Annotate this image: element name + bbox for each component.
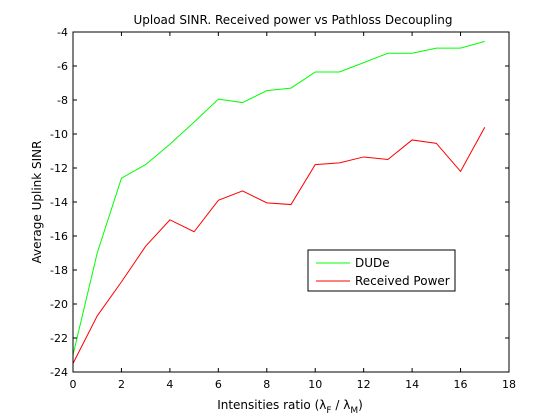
chart-title: Upload SINR. Received power vs Pathloss …: [133, 13, 452, 27]
series-line-dude: [72, 40, 485, 356]
x-axis-label-prefix: Intensities ratio (: [217, 398, 319, 412]
y-tick-label: -4: [57, 26, 68, 39]
y-tick-label: -20: [50, 298, 68, 311]
x-tick-label: 0: [70, 378, 77, 391]
x-tick-label: 14: [405, 378, 419, 391]
y-tick-label: -16: [50, 230, 68, 243]
legend-label-received-power: Received Power: [355, 274, 450, 288]
x-tick-label: 6: [215, 378, 222, 391]
x-axis-label-suffix: ): [358, 398, 363, 412]
x-axis: 0 2 4 6 8 10 12 14 16 18: [70, 32, 516, 391]
x-tick-label: 12: [357, 378, 371, 391]
x-axis-label-slash: /: [332, 398, 344, 412]
y-axis-label: Average Uplink SINR: [30, 141, 44, 264]
y-tick-label: -22: [50, 332, 68, 345]
legend: DUDe Received Power: [307, 249, 456, 292]
x-axis-label-lambda-m: λ: [343, 398, 350, 412]
x-axis-label-lambda-f: λ: [319, 398, 326, 412]
y-tick-label: -18: [50, 264, 68, 277]
y-tick-label: -6: [57, 60, 68, 73]
x-tick-label: 16: [454, 378, 468, 391]
x-axis-label: Intensities ratio (λF / λM): [217, 398, 363, 416]
y-tick-label: -24: [50, 366, 68, 379]
y-tick-label: -14: [50, 196, 68, 209]
x-tick-label: 2: [118, 378, 125, 391]
legend-label-dude: DUDe: [355, 256, 390, 270]
x-tick-label: 8: [263, 378, 270, 391]
y-tick-label: -8: [57, 94, 68, 107]
y-axis: -24 -22 -20 -18 -16 -14 -12 -10 -8 -6 -4: [50, 26, 509, 379]
legend-box: [307, 249, 456, 292]
y-tick-label: -12: [50, 162, 68, 175]
series-layer: [72, 40, 486, 364]
x-axis-label-sub-m: M: [350, 406, 358, 416]
x-tick-label: 4: [166, 378, 173, 391]
series-line-received-power: [72, 126, 486, 364]
x-tick-label: 10: [308, 378, 322, 391]
y-tick-label: -10: [50, 128, 68, 141]
x-axis-label-sub-f: F: [326, 406, 331, 416]
x-tick-label: 18: [502, 378, 516, 391]
